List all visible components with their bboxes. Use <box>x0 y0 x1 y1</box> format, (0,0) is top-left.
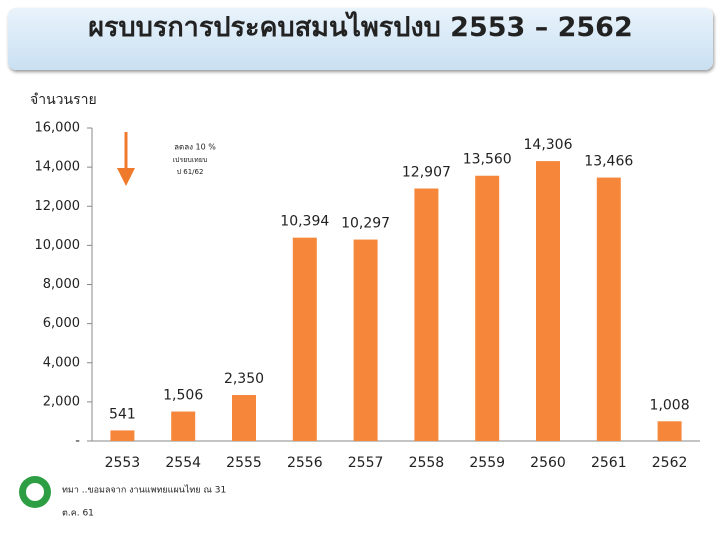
x-tick-label: 2556 <box>287 455 323 471</box>
value-label: 13,466 <box>584 154 633 170</box>
x-tick-label: 2558 <box>409 455 445 471</box>
y-tick-label: 2,000 <box>43 394 80 409</box>
bar <box>414 188 439 441</box>
value-label: 2,350 <box>224 371 264 387</box>
y-tick-label: 6,000 <box>43 316 80 331</box>
bar <box>232 395 256 441</box>
y-tick-label: - <box>75 434 80 449</box>
bar <box>475 175 500 442</box>
bar <box>536 161 560 442</box>
y-tick-label: 12,000 <box>35 199 81 214</box>
value-label: 10,297 <box>341 216 390 232</box>
annotation: ป 61/62 <box>177 168 204 176</box>
bar <box>110 430 135 441</box>
x-tick-label: 2554 <box>165 455 201 471</box>
source: ต.ค. 61 <box>62 509 94 519</box>
source: ทมา ..ขอมลจาก งานแพทยแผนไทย ณ 31 <box>62 485 226 496</box>
x-tick-label: 2562 <box>652 455 688 471</box>
value-label: 14,306 <box>524 137 573 153</box>
x-tick-label: 2561 <box>591 455 627 471</box>
annotation: ลดลง 10 % <box>174 143 216 152</box>
x-tick-label: 2557 <box>348 455 384 471</box>
value-label: 10,394 <box>280 214 329 230</box>
arrow-head <box>117 168 135 186</box>
y-axis-label: จำนวนราย <box>30 92 97 108</box>
bar <box>292 237 317 441</box>
value-label: 1,506 <box>163 388 203 404</box>
value-label: 1,008 <box>650 397 690 413</box>
y-tick-label: 16,000 <box>35 121 81 136</box>
value-label: 13,560 <box>463 152 512 168</box>
bar <box>596 177 621 441</box>
x-tick-label: 2553 <box>105 455 141 471</box>
bar <box>657 421 682 441</box>
value-label: 12,907 <box>402 165 451 181</box>
x-tick-label: 2559 <box>469 455 505 471</box>
y-tick-label: 10,000 <box>35 238 81 253</box>
logo <box>26 483 44 501</box>
y-tick-label: 14,000 <box>35 160 81 175</box>
y-tick-label: 4,000 <box>43 355 80 370</box>
annotation: เปรยบเทยบ <box>173 156 208 164</box>
x-tick-label: 2555 <box>226 455 262 471</box>
bar <box>171 411 196 441</box>
x-tick-label: 2560 <box>530 455 566 471</box>
value-label: 541 <box>109 406 136 422</box>
chart-title: ผรบบรการประคบสมนไพรปงบ 2553 – 2562 <box>8 8 713 70</box>
bar <box>353 239 378 441</box>
y-tick-label: 8,000 <box>43 277 80 292</box>
